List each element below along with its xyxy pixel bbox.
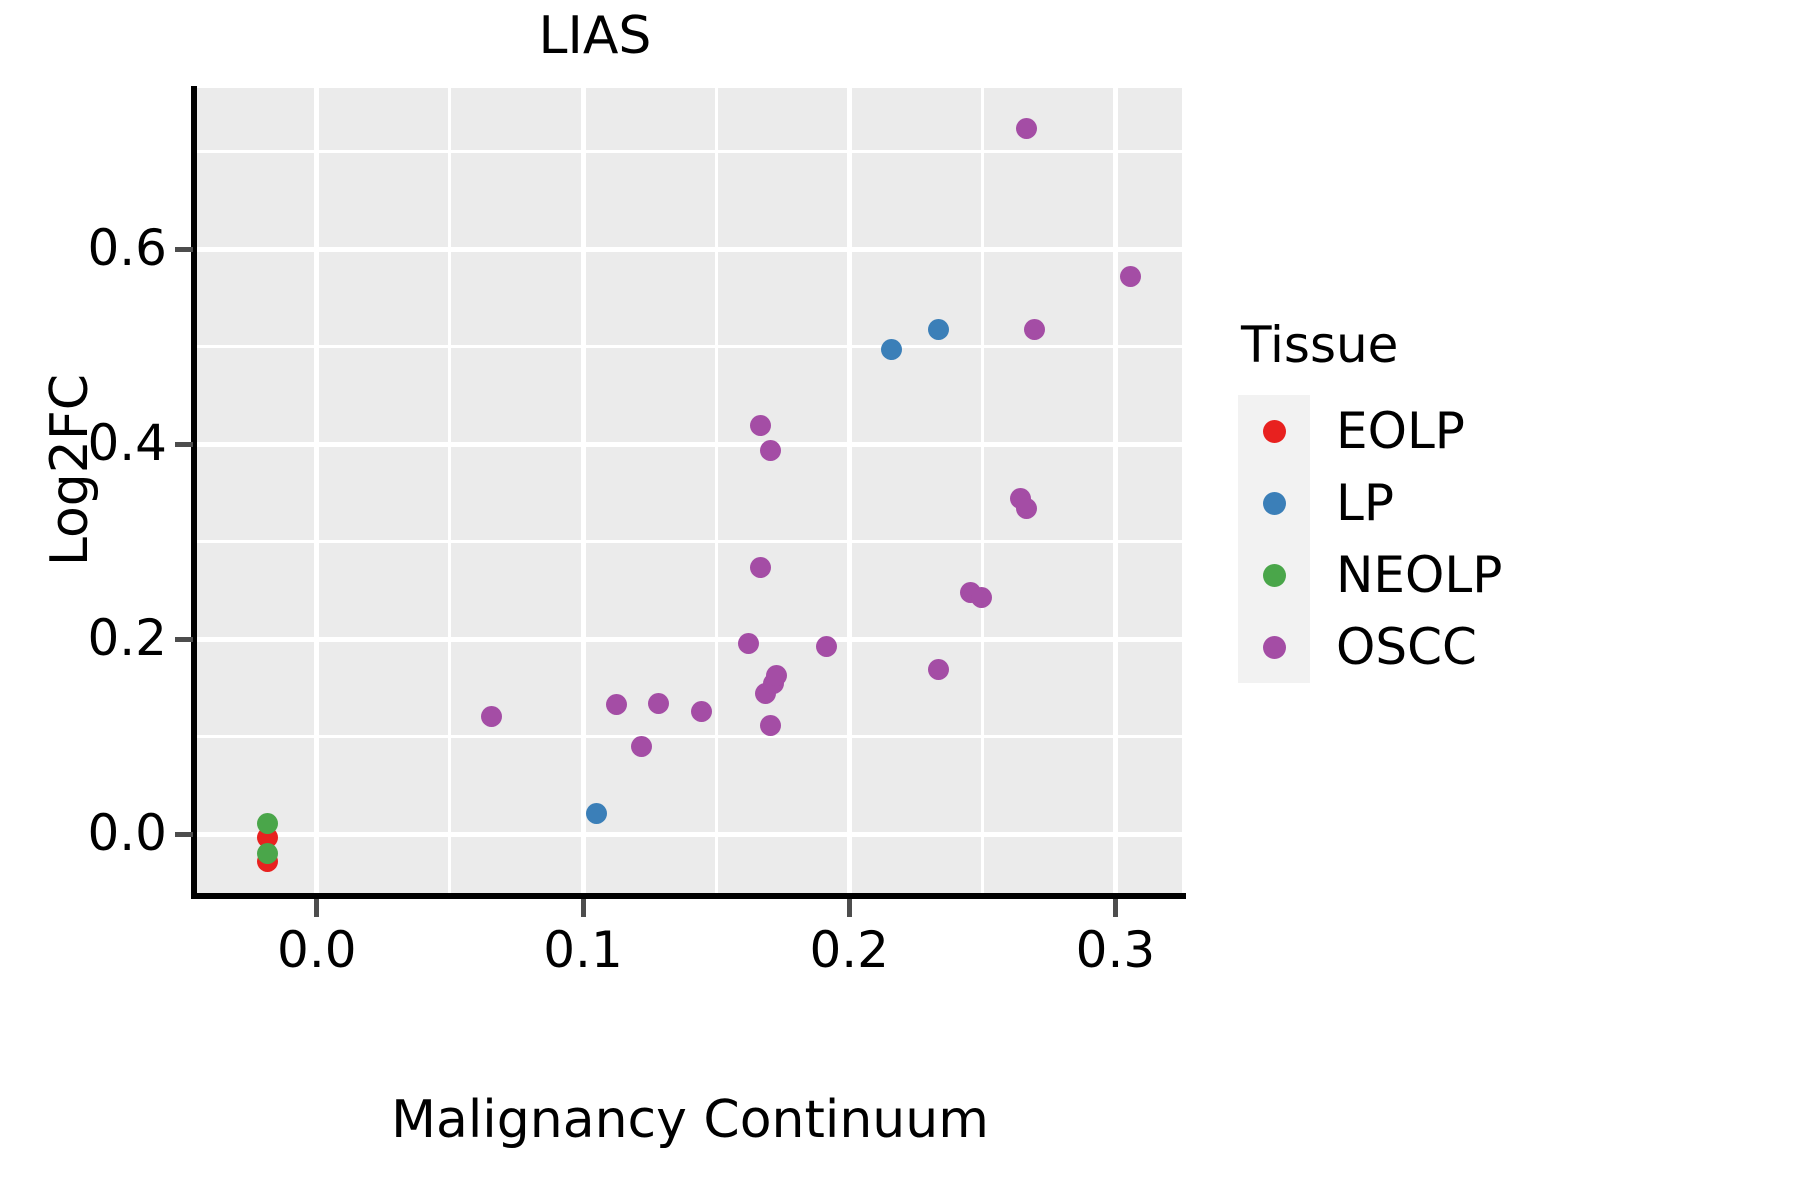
x-tick-mark (846, 899, 852, 917)
data-point-oscc (1023, 318, 1045, 340)
x-tick-mark (580, 899, 586, 917)
legend-item-label: OSCC (1336, 618, 1477, 676)
data-point-oscc (1119, 265, 1141, 287)
data-point-lp (881, 339, 903, 360)
data-point-oscc (605, 694, 627, 716)
y-tick-label: 0.6 (87, 219, 167, 277)
data-point-oscc (480, 705, 502, 727)
x-axis-label: Malignancy Continuum (391, 1090, 989, 1150)
legend-item-eolp[interactable]: EOLP (1238, 395, 1758, 467)
data-point-oscc (690, 701, 712, 722)
legend-item-oscc[interactable]: OSCC (1238, 611, 1758, 683)
legend-dot-icon (1262, 635, 1286, 659)
legend-key-swatch (1238, 467, 1310, 539)
data-point-neolp (257, 843, 279, 865)
legend-item-lp[interactable]: LP (1238, 467, 1758, 539)
gridline-major-vertical (846, 88, 852, 893)
x-tick-mark (1112, 899, 1118, 917)
x-tick-label: 0.2 (809, 921, 889, 979)
data-point-oscc (749, 556, 771, 578)
legend-item-label: LP (1336, 474, 1395, 532)
x-tick-mark (314, 899, 320, 917)
gridline-major-horizontal (197, 831, 1182, 837)
data-point-lp (927, 318, 949, 340)
legend-key-swatch (1238, 395, 1310, 467)
x-tick-label: 0.1 (543, 921, 623, 979)
data-point-oscc (760, 439, 782, 461)
data-point-neolp (257, 813, 279, 835)
data-point-oscc (816, 635, 838, 657)
legend: Tissue EOLP LP NEOLP OSCC (1238, 318, 1758, 683)
gridline-major-horizontal (197, 441, 1182, 447)
gridline-major-vertical (1112, 88, 1118, 893)
data-point-oscc (631, 736, 653, 758)
y-tick-mark (175, 636, 193, 642)
data-point-lp (585, 803, 607, 825)
gridline-major-horizontal (197, 636, 1182, 642)
data-point-oscc (927, 659, 949, 681)
legend-dot-icon (1262, 563, 1286, 587)
legend-key-swatch (1238, 539, 1310, 611)
data-point-oscc (1015, 498, 1037, 520)
data-point-oscc (737, 632, 759, 654)
data-point-oscc (648, 693, 670, 715)
y-tick-mark (175, 246, 193, 252)
data-point-oscc (1015, 118, 1037, 140)
y-tick-label: 0.2 (87, 609, 167, 668)
legend-item-neolp[interactable]: NEOLP (1238, 539, 1758, 611)
legend-item-label: NEOLP (1336, 546, 1503, 604)
page-title: LIAS (538, 6, 652, 66)
x-tick-label: 0.3 (1075, 921, 1156, 979)
data-point-oscc (970, 586, 992, 608)
data-point-oscc (765, 664, 787, 686)
data-point-oscc (749, 415, 771, 437)
gridline-minor-horizontal (197, 540, 1182, 544)
gridline-major-horizontal (197, 246, 1182, 252)
data-point-oscc (760, 714, 782, 736)
legend-items: EOLP LP NEOLP OSCC (1238, 395, 1758, 683)
gridline-minor-vertical (714, 88, 718, 893)
gridline-minor-horizontal (197, 735, 1182, 739)
gridline-minor-horizontal (197, 149, 1182, 153)
legend-item-label: EOLP (1336, 402, 1465, 460)
legend-dot-icon (1262, 419, 1286, 443)
gridline-major-vertical (580, 88, 586, 893)
x-axis-line (191, 893, 1186, 899)
legend-key-swatch (1238, 611, 1310, 683)
legend-dot-icon (1262, 491, 1286, 515)
y-tick-mark (175, 441, 193, 447)
gridline-minor-vertical (980, 88, 984, 893)
gridline-major-vertical (314, 88, 320, 893)
gridline-minor-horizontal (197, 345, 1182, 349)
gridline-minor-vertical (448, 88, 452, 893)
legend-title: Tissue (1241, 316, 1399, 374)
x-tick-label: 0.0 (277, 921, 357, 979)
y-axis-line (191, 86, 197, 895)
y-tick-label: 0.0 (87, 804, 167, 863)
y-tick-label: 0.4 (87, 414, 167, 473)
plot-panel (197, 88, 1182, 893)
y-tick-mark (175, 831, 193, 837)
